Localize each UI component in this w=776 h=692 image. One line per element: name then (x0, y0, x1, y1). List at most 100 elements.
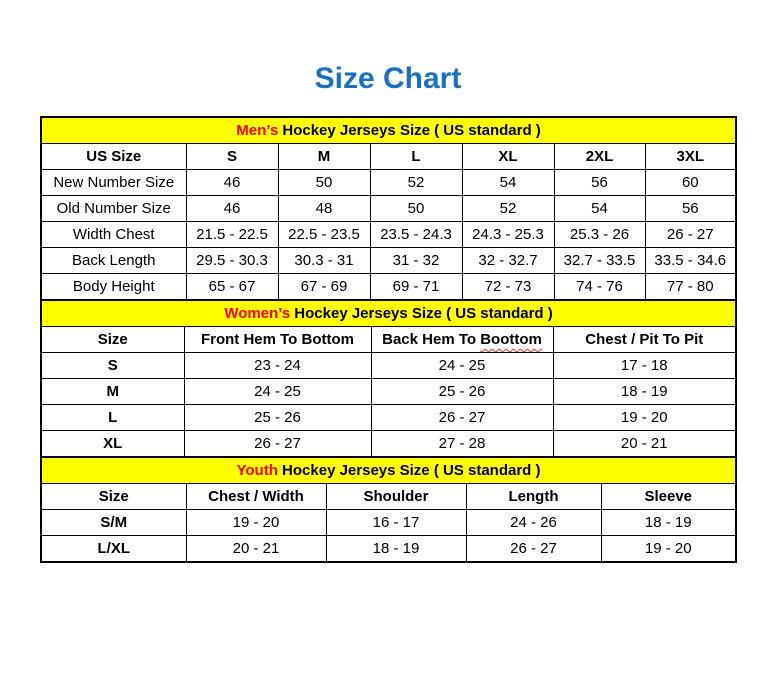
value-cell: 16 - 17 (325, 509, 467, 536)
column-header-cell: XL (461, 143, 555, 170)
row-label-cell: Width Chest (40, 221, 187, 248)
table-row: New Number Size 46 50 52 54 56 60 (40, 169, 737, 196)
value-cell: 30.3 - 31 (277, 247, 371, 274)
mens-section-title-rest: Hockey Jerseys Size ( US standard ) (278, 122, 541, 139)
value-cell: 20 - 21 (185, 535, 327, 563)
row-label-cell: Body Height (40, 273, 187, 301)
value-cell: 60 (644, 169, 737, 196)
value-cell: 25 - 26 (183, 404, 372, 431)
value-cell: 23.5 - 24.3 (369, 221, 463, 248)
youth-column-header-row: Size Chest / Width Shoulder Length Sleev… (40, 483, 737, 510)
row-label-cell: S/M (40, 509, 187, 536)
row-label-cell: L (40, 404, 185, 431)
column-header-cell: L (369, 143, 463, 170)
value-cell: 25 - 26 (370, 378, 554, 405)
row-label-cell: XL (40, 430, 185, 458)
value-cell: 72 - 73 (461, 273, 555, 301)
mens-size-table: Men’s Hockey Jerseys Size ( US standard … (40, 116, 738, 301)
value-cell: 69 - 71 (369, 273, 463, 301)
value-cell: 19 - 20 (600, 535, 737, 563)
value-cell: 25.3 - 26 (553, 221, 646, 248)
value-cell: 23 - 24 (183, 352, 372, 379)
column-header-cell: Sleeve (600, 483, 737, 510)
column-header-cell: Back Hem To Boottom (370, 326, 554, 353)
column-header-cell: Chest / Width (185, 483, 327, 510)
value-cell: 26 - 27 (370, 404, 554, 431)
value-cell: 56 (553, 169, 646, 196)
table-row: L 25 - 26 26 - 27 19 - 20 (40, 404, 737, 431)
table-row: Old Number Size 46 48 50 52 54 56 (40, 195, 737, 222)
mens-section-header: Men’s Hockey Jerseys Size ( US standard … (40, 116, 737, 144)
row-label-cell: M (40, 378, 185, 405)
womens-section-title-rest: Hockey Jerseys Size ( US standard ) (290, 305, 553, 322)
row-label-cell: Back Length (40, 247, 187, 274)
mens-section-band: Men’s Hockey Jerseys Size ( US standard … (40, 116, 737, 144)
column-header-cell: 3XL (644, 143, 737, 170)
value-cell: 24 - 25 (183, 378, 372, 405)
column-header-cell: Size (40, 483, 187, 510)
misspelled-word: Boottom (480, 331, 542, 348)
value-cell: 32.7 - 33.5 (553, 247, 646, 274)
value-cell: 24.3 - 25.3 (461, 221, 555, 248)
column-header-cell: Chest / Pit To Pit (552, 326, 737, 353)
value-cell: 18 - 19 (552, 378, 737, 405)
youth-size-table: Youth Hockey Jerseys Size ( US standard … (40, 456, 737, 563)
value-cell: 22.5 - 23.5 (277, 221, 371, 248)
column-header-cell: Shoulder (325, 483, 467, 510)
back-hem-prefix: Back Hem To (382, 331, 481, 348)
table-row: Width Chest 21.5 - 22.5 22.5 - 23.5 23.5… (40, 221, 737, 248)
table-row: L/XL 20 - 21 18 - 19 26 - 27 19 - 20 (40, 535, 737, 563)
value-cell: 32 - 32.7 (461, 247, 555, 274)
value-cell: 50 (277, 169, 371, 196)
value-cell: 56 (644, 195, 737, 222)
womens-section-band: Women’s Hockey Jerseys Size ( US standar… (40, 299, 737, 327)
value-cell: 50 (369, 195, 463, 222)
row-label-cell: S (40, 352, 185, 379)
value-cell: 19 - 20 (552, 404, 737, 431)
value-cell: 77 - 80 (644, 273, 737, 301)
value-cell: 29.5 - 30.3 (185, 247, 279, 274)
value-cell: 20 - 21 (552, 430, 737, 458)
mens-section-highlight: Men’s (236, 122, 279, 139)
value-cell: 18 - 19 (600, 509, 737, 536)
row-label-cell: L/XL (40, 535, 187, 563)
value-cell: 46 (185, 169, 279, 196)
value-cell: 33.5 - 34.6 (644, 247, 737, 274)
size-chart-content: Men’s Hockey Jerseys Size ( US standard … (40, 116, 738, 563)
column-header-cell: M (277, 143, 371, 170)
table-row: Back Length 29.5 - 30.3 30.3 - 31 31 - 3… (40, 247, 737, 274)
value-cell: 24 - 25 (370, 352, 554, 379)
womens-column-header-row: Size Front Hem To Bottom Back Hem To Boo… (40, 326, 737, 353)
value-cell: 18 - 19 (325, 535, 467, 563)
value-cell: 46 (185, 195, 279, 222)
value-cell: 26 - 27 (465, 535, 602, 563)
table-row: M 24 - 25 25 - 26 18 - 19 (40, 378, 737, 405)
value-cell: 65 - 67 (185, 273, 279, 301)
value-cell: 52 (369, 169, 463, 196)
value-cell: 52 (461, 195, 555, 222)
womens-size-table: Women’s Hockey Jerseys Size ( US standar… (40, 299, 738, 458)
row-label-cell: Old Number Size (40, 195, 187, 222)
value-cell: 48 (277, 195, 371, 222)
value-cell: 19 - 20 (185, 509, 327, 536)
value-cell: 27 - 28 (370, 430, 554, 458)
page-title: Size Chart (314, 62, 462, 95)
value-cell: 26 - 27 (644, 221, 737, 248)
column-header-cell: 2XL (553, 143, 646, 170)
row-label-cell: New Number Size (40, 169, 187, 196)
value-cell: 26 - 27 (183, 430, 372, 458)
table-row: S/M 19 - 20 16 - 17 24 - 26 18 - 19 (40, 509, 737, 536)
mens-column-header-row: US Size S M L XL 2XL 3XL (40, 143, 737, 170)
value-cell: 17 - 18 (552, 352, 737, 379)
value-cell: 54 (553, 195, 646, 222)
womens-section-header: Women’s Hockey Jerseys Size ( US standar… (40, 299, 737, 327)
youth-section-title-rest: Hockey Jerseys Size ( US standard ) (277, 462, 541, 479)
value-cell: 24 - 26 (465, 509, 602, 536)
column-header-cell: Size (40, 326, 185, 353)
youth-section-header: Youth Hockey Jerseys Size ( US standard … (40, 456, 737, 484)
value-cell: 31 - 32 (369, 247, 463, 274)
youth-section-highlight: Youth (236, 462, 278, 479)
column-header-cell: US Size (40, 143, 187, 170)
value-cell: 67 - 69 (277, 273, 371, 301)
